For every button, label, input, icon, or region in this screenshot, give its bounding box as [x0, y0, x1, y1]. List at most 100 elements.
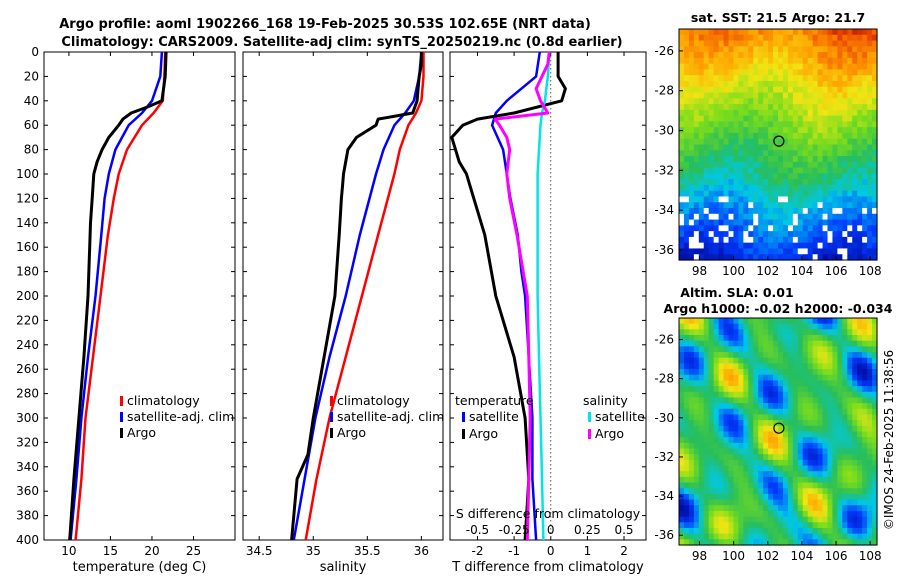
- sla_map-cell: [867, 465, 873, 472]
- sst_map-cell: [753, 190, 759, 198]
- sla_map-cell: [693, 414, 700, 421]
- sla_map-cell: [723, 414, 730, 421]
- sst_map-cell: [797, 80, 804, 88]
- sla_map-cell: [822, 516, 829, 523]
- sst_map-cell: [802, 156, 809, 163]
- sst_map-cell: [817, 75, 824, 82]
- sla_map-cell: [733, 471, 739, 478]
- sla_map-cell: [723, 499, 730, 506]
- sla_map-cell: [763, 431, 769, 438]
- sst_map-cell: [832, 127, 838, 134]
- sst_map-cell: [862, 40, 868, 47]
- sla_map-cell: [827, 335, 834, 342]
- sst_map-cell: [792, 121, 799, 128]
- sst_map-cell: [758, 190, 764, 198]
- sla_map-cell: [822, 352, 829, 359]
- sla_map-cell: [763, 437, 769, 444]
- sla_map-cell: [713, 482, 720, 489]
- sst_map-cell: [792, 236, 799, 244]
- sla_map-cell: [763, 369, 769, 376]
- difference-series-salinity-argo: [493, 51, 551, 541]
- sst_map-cell: [782, 219, 789, 226]
- sst_map-cell: [782, 57, 789, 65]
- sst_map-cell: [872, 92, 878, 99]
- sla_map-cell: [693, 442, 700, 450]
- sla_map-cell: [763, 488, 769, 495]
- sst_map-cell: [867, 98, 873, 105]
- sst_map-cell: [872, 40, 878, 47]
- sst_map-cell: [797, 248, 804, 255]
- sla_map-cell: [693, 369, 700, 376]
- sla_map-cell: [872, 448, 878, 455]
- sst_map-cell: [679, 121, 685, 128]
- sla_map-cell: [837, 323, 843, 330]
- sla_map-cell: [679, 391, 685, 399]
- sla_map-cell: [847, 533, 853, 540]
- sla_map-cell: [778, 374, 784, 382]
- sla_map-cell: [832, 357, 838, 364]
- sst_map-cell: [728, 179, 735, 186]
- sst_map-cell: [768, 63, 774, 71]
- sst_map-cell: [748, 208, 754, 215]
- sst_map-cell: [797, 121, 804, 128]
- sst_map-cell: [827, 190, 834, 198]
- sla_map-cell: [782, 352, 789, 359]
- sst_map-cell: [718, 40, 725, 47]
- sst_map-cell: [822, 63, 829, 71]
- sst_map-cell: [832, 242, 838, 250]
- sla_map-cell: [679, 374, 685, 382]
- sst_map-cell: [792, 29, 799, 36]
- sst_map-cell: [723, 144, 730, 151]
- sst_map-cell: [807, 92, 814, 99]
- sla_map-cell: [832, 459, 838, 467]
- sst_map-cell: [792, 254, 799, 261]
- sst_map-cell: [852, 196, 858, 203]
- sla_map-cell: [688, 488, 695, 495]
- sst_map-cell: [872, 150, 878, 157]
- sst_map-cell: [723, 179, 730, 186]
- sla_map-cell: [792, 420, 799, 427]
- sla_map-cell: [718, 374, 725, 382]
- sst_map-cell: [738, 161, 744, 169]
- sla_map-cell: [768, 454, 774, 461]
- sst_map-cell: [847, 86, 853, 94]
- sst_map-cell: [698, 86, 705, 94]
- sst_map-cell: [807, 156, 814, 163]
- sst_map-cell: [782, 34, 789, 42]
- sst_map-cell: [758, 57, 764, 65]
- sla_map-cell: [842, 522, 848, 529]
- sla_map-cell: [817, 459, 824, 467]
- sst_map-cell: [832, 219, 838, 226]
- sla_map-cell: [867, 516, 873, 523]
- sst_map-cell: [837, 92, 843, 99]
- sla_map-cell: [708, 329, 715, 336]
- sst_map-cell: [679, 231, 685, 238]
- sla_map-cell: [773, 533, 779, 540]
- sst_map-cell: [778, 127, 784, 134]
- sst_map-cell: [817, 248, 824, 255]
- sla_map-cell: [832, 408, 838, 416]
- sst_map-cell: [812, 167, 819, 174]
- sst_map-cell: [847, 138, 853, 146]
- sst_map-cell: [807, 75, 814, 82]
- sla_map-cell: [763, 329, 769, 336]
- sla_map-cell: [852, 425, 858, 433]
- sst_map-cell: [768, 190, 774, 198]
- sst_map-cell: [688, 46, 695, 53]
- sla_map-cell: [713, 442, 720, 450]
- sla_map-cell: [822, 369, 829, 376]
- sst_map-cell: [718, 46, 725, 53]
- sst_map-cell: [753, 104, 759, 111]
- sla_map-cell: [822, 459, 829, 467]
- sst_map-cell: [857, 184, 863, 192]
- sla_map-cell: [807, 448, 814, 455]
- sla_map-cell: [723, 510, 730, 518]
- sla_map-cell: [713, 403, 720, 410]
- sla_map-cell: [812, 510, 819, 518]
- sst_map-cell: [787, 254, 794, 261]
- sst_map-cell: [802, 248, 809, 255]
- sla_map-cell: [693, 488, 700, 495]
- sla_map-cell: [857, 374, 863, 382]
- sst_map-cell: [738, 144, 744, 151]
- sla_map-cell: [867, 346, 873, 353]
